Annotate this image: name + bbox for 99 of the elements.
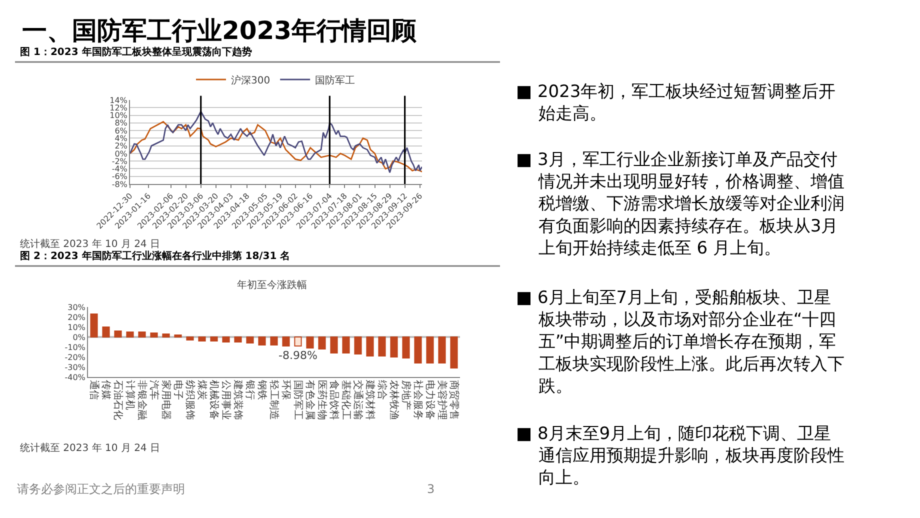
y-tick-label: 20% bbox=[68, 312, 86, 322]
legend-label: 沪深300 bbox=[231, 74, 270, 86]
x-tick-label: 公用事业 bbox=[220, 380, 232, 420]
y-tick-label: 14% bbox=[110, 96, 128, 105]
bar bbox=[294, 336, 302, 346]
y-tick-label: 10% bbox=[110, 111, 128, 120]
x-tick-label: 非银金融 bbox=[136, 380, 148, 420]
bar bbox=[222, 336, 230, 342]
bar bbox=[450, 336, 458, 368]
bar bbox=[354, 336, 362, 354]
x-tick-label: 美容护理 bbox=[436, 380, 448, 420]
y-tick-label: -20% bbox=[64, 352, 86, 362]
legend-label: 国防军工 bbox=[315, 74, 356, 86]
x-tick-label: 煤炭 bbox=[196, 380, 208, 400]
y-tick-label: -40% bbox=[64, 372, 86, 382]
bar bbox=[258, 336, 266, 346]
x-tick-label: 电子 bbox=[172, 380, 184, 400]
y-tick-label: -8% bbox=[112, 180, 128, 189]
y-tick-label: -10% bbox=[64, 342, 86, 352]
x-tick-label: 社会服务 bbox=[412, 380, 424, 420]
x-tick-label: 交通运输 bbox=[352, 380, 364, 420]
text: 一、国防军工行业2023年行情回顾 bbox=[22, 16, 418, 45]
bar bbox=[342, 336, 350, 354]
bar bbox=[114, 330, 122, 338]
bar bbox=[138, 332, 146, 338]
chart-title: 图 1：2023 年国防军工板块整体呈现震荡向下趋势 bbox=[20, 46, 252, 58]
text: ■ 6月上旬至7月上旬，受船舶板块、卫星板块带动，以及市场对部分企业在“十四五”中期调整后的订单增长存在预期，军工板块实现阶段性上涨。此后再次转入下跌。 bbox=[516, 288, 844, 396]
x-tick-label: 综合 bbox=[376, 380, 388, 400]
bar bbox=[390, 336, 398, 358]
bar bbox=[438, 336, 446, 364]
bar bbox=[366, 336, 374, 356]
bar bbox=[426, 336, 434, 364]
x-tick-label: 银行 bbox=[244, 379, 255, 400]
text: ■ 8月末至9月上旬，随印花税下调、卫星通信应用预期提升影响，板块再度阶段性向上。 bbox=[516, 424, 844, 488]
x-tick-label: 电力设备 bbox=[424, 380, 436, 420]
x-tick-label: 钢铁 bbox=[256, 379, 268, 400]
x-tick-label: 医药生物 bbox=[316, 380, 328, 420]
x-tick-label: 计算机 bbox=[124, 380, 136, 410]
bar bbox=[234, 336, 242, 342]
y-tick-label: -4% bbox=[112, 164, 128, 174]
y-tick-label: 10% bbox=[68, 322, 86, 332]
line-series bbox=[130, 121, 422, 172]
x-tick-label: 国防军工 bbox=[292, 380, 304, 420]
x-tick-label: 环保 bbox=[280, 380, 291, 400]
text: 统计截至 2023 年 10 月 24 日 bbox=[20, 238, 160, 250]
data-label: -8.98% bbox=[278, 348, 318, 362]
bar bbox=[150, 332, 158, 338]
bar bbox=[198, 336, 206, 342]
x-tick-label: 机械设备 bbox=[208, 380, 220, 420]
bar bbox=[246, 336, 254, 344]
bar bbox=[186, 336, 194, 340]
x-tick-label: 家用电器 bbox=[160, 380, 172, 420]
x-tick-label: 汽车 bbox=[148, 380, 160, 400]
bar bbox=[102, 326, 110, 338]
y-tick-label: -6% bbox=[112, 172, 128, 182]
x-tick-label: 基础化工 bbox=[340, 380, 352, 420]
bar bbox=[90, 314, 98, 338]
bar bbox=[330, 336, 338, 354]
x-tick-label: 石油石化 bbox=[112, 380, 124, 420]
bar bbox=[162, 334, 170, 338]
bar bbox=[402, 336, 410, 358]
bar bbox=[282, 336, 290, 346]
y-tick-label: 6% bbox=[114, 126, 128, 136]
bar bbox=[306, 336, 314, 348]
y-tick-label: 12% bbox=[110, 103, 128, 112]
y-tick-label: 2% bbox=[114, 142, 128, 151]
x-tick-label: 农林牧渔 bbox=[388, 380, 400, 420]
x-tick-label: 有色金属 bbox=[304, 380, 316, 420]
text: 3 bbox=[427, 482, 435, 496]
bar bbox=[318, 336, 326, 350]
y-tick-label: -30% bbox=[64, 362, 86, 372]
y-tick-label: 4% bbox=[114, 134, 128, 143]
x-tick-label: 轻工制造 bbox=[268, 380, 280, 420]
y-tick-label: 0% bbox=[114, 149, 128, 158]
line-series bbox=[130, 110, 422, 174]
bar bbox=[378, 336, 386, 356]
y-tick-label: 8% bbox=[114, 118, 128, 128]
y-tick-label: -2% bbox=[112, 156, 128, 166]
text: 统计截至 2023 年 10 月 24 日 bbox=[20, 442, 160, 454]
x-tick-label: 纺织服饰 bbox=[184, 380, 196, 420]
text: ■ 3月，军工行业企业新接订单及产品交付情况并未出现明显好转，价格调整、增值税增缴、下游需求增长放缓等对企业利润有负面影响的因素持续存在。板块从3月上旬开始持续走低至 6 月上旬。 bbox=[516, 150, 844, 258]
y-tick-label: 0% bbox=[72, 332, 86, 342]
bar bbox=[126, 332, 134, 338]
x-tick-label: 房地产 bbox=[400, 380, 412, 410]
x-tick-label: 商贸零售 bbox=[448, 380, 460, 420]
x-tick-label: 食品饮料 bbox=[328, 380, 340, 420]
x-tick-label: 建筑材料 bbox=[364, 379, 376, 420]
x-tick-label: 通信 bbox=[88, 380, 100, 400]
text: 请务必参阅正文之后的重要声明 bbox=[17, 482, 185, 496]
bar bbox=[270, 336, 278, 346]
chart-subtitle: 年初至今涨跌幅 bbox=[237, 279, 307, 291]
y-tick-label: 30% bbox=[68, 302, 86, 312]
bar bbox=[210, 336, 218, 342]
bar bbox=[414, 336, 422, 364]
bar bbox=[174, 334, 182, 338]
chart-title: 图 2：2023 年国防军工行业涨幅在各行业中排第 18/31 名 bbox=[20, 250, 290, 262]
x-tick-label: 传媒 bbox=[100, 380, 111, 400]
x-tick-label: 建筑装饰 bbox=[232, 379, 244, 420]
text: ■ 2023年初，军工板块经过短暂调整后开始走高。 bbox=[516, 82, 836, 124]
